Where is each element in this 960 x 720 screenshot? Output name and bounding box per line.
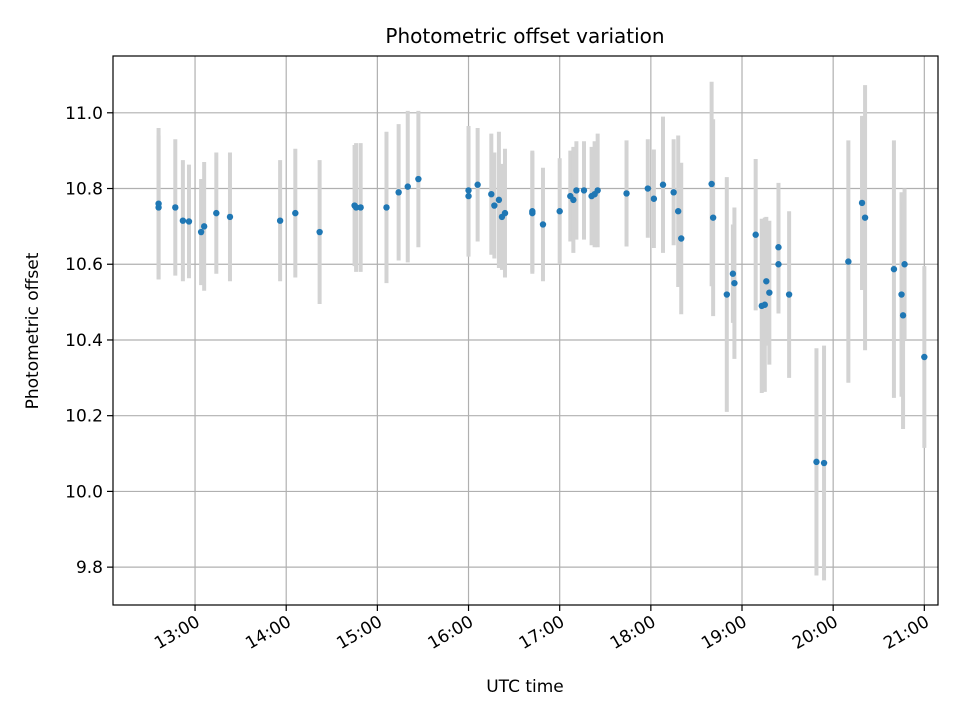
data-point [580,187,588,194]
y-tick-label: 10.6 [65,255,103,275]
data-point [594,187,601,194]
data-point [197,228,205,236]
data-point [766,289,773,296]
data-point [383,204,390,211]
data-point [570,196,577,204]
x-tick-label: 18:00 [607,612,659,654]
data-point [901,261,908,268]
data-point [292,209,299,217]
data-point [316,228,323,236]
y-axis-label: Photometric offset [23,252,43,409]
x-tick-label: 20:00 [789,612,841,654]
data-point [213,209,220,217]
data-point [723,291,731,298]
data-point [858,199,866,207]
data-point [501,209,509,217]
plot-area [112,55,939,606]
data-point [763,278,770,285]
data-point [785,291,793,298]
x-tick-label: 15:00 [333,612,385,654]
data-point [709,214,717,221]
y-tick-label: 10.2 [65,407,103,427]
data-point [226,213,234,221]
data-point [670,189,677,196]
data-point [890,265,898,273]
data-point [678,235,685,242]
data-point [674,208,682,215]
data-point [761,301,768,308]
error-bars [156,81,927,581]
data-point [731,279,738,287]
data-point [775,261,782,268]
data-point [352,204,360,211]
data-point [820,459,828,467]
data-point [474,181,481,188]
x-axis: 13:00 14:00 15:00 16:00 17:00 18:00 19:00 20:00… [151,605,933,654]
data-point [752,231,759,238]
data-point [775,244,782,251]
data-point [276,217,284,224]
data-point [465,187,472,194]
data-point [573,187,580,194]
data-point [491,202,498,209]
x-tick-label: 21:00 [880,612,932,654]
data-point [172,204,179,211]
data-point [155,200,162,207]
data-point [488,190,495,198]
data-point [185,218,193,225]
data-point [357,204,364,211]
data-point [921,353,928,361]
y-tick-label: 10.4 [65,331,103,351]
y-axis: 9.8 10.0 10.2 10.4 10.6 10.8 11.0 [65,104,113,578]
x-tick-label: 14:00 [242,612,294,654]
data-point [529,209,536,217]
data-point [200,223,208,230]
data-point [650,195,658,202]
x-tick-label: 19:00 [698,612,750,654]
chart-title: Photometric offset variation [385,24,664,48]
data-point [899,312,907,319]
data-point [495,196,503,204]
x-axis-label: UTC time [486,677,564,697]
y-tick-label: 11.0 [65,104,103,124]
data-point [556,208,563,215]
data-point [623,190,630,197]
data-point [644,185,652,192]
data-point [415,175,422,183]
data-point [729,270,737,277]
y-tick-label: 10.0 [65,482,103,502]
data-points [155,175,928,467]
x-tick-label: 13:00 [151,612,203,654]
data-point [404,183,411,190]
x-tick-label: 16:00 [425,612,477,654]
data-point [708,180,715,188]
data-point [845,258,852,265]
data-point [898,291,905,298]
data-point [179,217,187,224]
y-tick-label: 10.8 [65,180,103,200]
data-point [659,181,667,188]
data-point [395,189,402,196]
grid [113,56,938,605]
y-tick-label: 9.8 [76,558,103,578]
data-point [861,214,869,221]
data-point [539,221,547,228]
data-point [465,192,472,200]
data-point [813,458,820,466]
x-tick-label: 17:00 [516,612,568,654]
